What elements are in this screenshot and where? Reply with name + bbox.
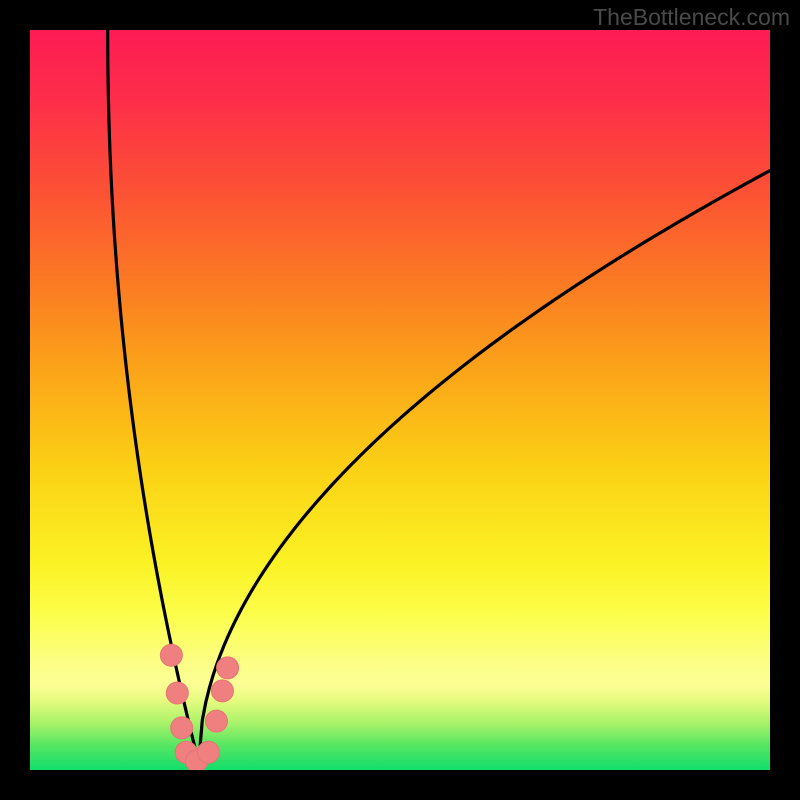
attribution-text: TheBottleneck.com [593,4,790,31]
chart-svg [0,0,800,800]
curve-marker [205,710,227,732]
curve-marker [166,682,188,704]
curve-marker [217,657,239,679]
curve-marker [171,717,193,739]
curve-marker [160,644,182,666]
chart-background-gradient [30,30,770,770]
curve-marker [211,680,233,702]
curve-marker [197,741,219,763]
